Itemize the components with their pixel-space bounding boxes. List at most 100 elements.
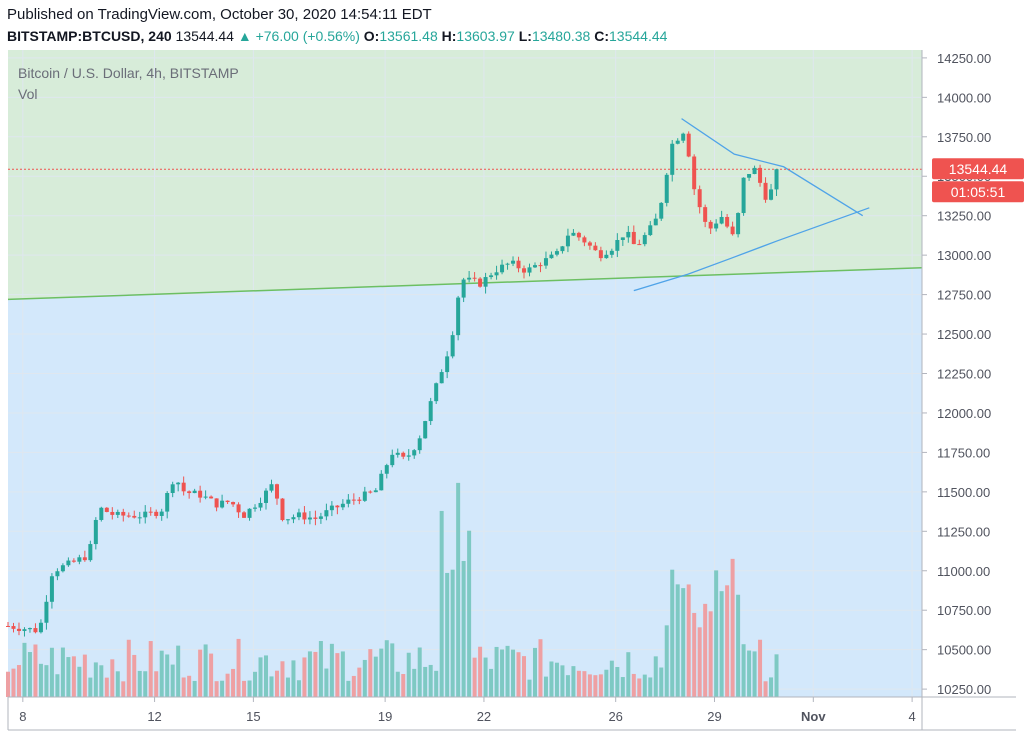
volume-bar bbox=[373, 656, 378, 697]
triangle-lower-line[interactable] bbox=[633, 207, 870, 292]
y-tick-label: 12000.00 bbox=[937, 406, 991, 421]
candle-body bbox=[313, 517, 318, 519]
volume-bar bbox=[313, 651, 318, 697]
volume-bar bbox=[340, 651, 345, 697]
candle-body bbox=[472, 277, 477, 279]
y-tick-label: 12500.00 bbox=[937, 327, 991, 342]
volume-bar bbox=[264, 655, 269, 697]
candle-body bbox=[99, 507, 104, 520]
candle-body bbox=[500, 264, 505, 273]
volume-bar bbox=[527, 679, 532, 697]
x-tick-label: 12 bbox=[147, 709, 161, 724]
candle-body bbox=[209, 496, 214, 499]
candle-body bbox=[653, 218, 658, 226]
candle-body bbox=[264, 490, 269, 503]
volume-bar bbox=[412, 668, 417, 697]
volume-bar bbox=[686, 584, 691, 697]
volume-bar bbox=[615, 666, 620, 697]
volume-bar bbox=[593, 675, 598, 697]
volume-bar bbox=[565, 675, 570, 697]
candle-body bbox=[154, 511, 159, 516]
volume-bar bbox=[522, 656, 527, 697]
candle-layer bbox=[6, 131, 779, 637]
volume-bar bbox=[450, 569, 455, 697]
volume-bar bbox=[769, 677, 774, 697]
candle-body bbox=[478, 278, 483, 287]
candle-body bbox=[351, 499, 356, 501]
candle-body bbox=[285, 519, 290, 521]
y-tick-label: 11000.00 bbox=[937, 564, 990, 579]
candle-body bbox=[769, 189, 774, 200]
volume-bar bbox=[231, 668, 236, 697]
volume-bar bbox=[209, 653, 214, 697]
volume-bar bbox=[242, 680, 247, 697]
candle-body bbox=[747, 174, 752, 178]
volume-bar bbox=[181, 677, 186, 697]
volume-bar bbox=[406, 652, 411, 697]
volume-bar bbox=[604, 669, 609, 697]
triangle-upper-line[interactable] bbox=[681, 118, 864, 217]
candle-body bbox=[697, 189, 702, 208]
candle-body bbox=[752, 167, 757, 175]
candle-body bbox=[44, 601, 49, 623]
volume-bar bbox=[538, 639, 543, 697]
candle-body bbox=[192, 490, 197, 494]
volume-bar bbox=[269, 676, 274, 697]
candle-body bbox=[428, 401, 433, 422]
volume-bar bbox=[121, 681, 126, 697]
candle-body bbox=[527, 267, 532, 273]
candle-body bbox=[291, 517, 296, 520]
volume-bar bbox=[335, 653, 340, 697]
axis-layer: 14250.0014000.0013750.0013500.0013250.00… bbox=[7, 50, 1024, 731]
volume-bar bbox=[736, 594, 741, 697]
change-arrow-icon: ▲ bbox=[237, 28, 252, 44]
zone-layer bbox=[8, 50, 922, 697]
candle-body bbox=[373, 490, 378, 493]
volume-bar bbox=[346, 680, 351, 697]
volume-bar bbox=[428, 664, 433, 697]
candle-body bbox=[681, 133, 686, 141]
candle-body bbox=[648, 225, 653, 236]
volume-bar bbox=[93, 662, 98, 697]
volume-bar bbox=[664, 625, 669, 697]
volume-bar bbox=[357, 667, 362, 697]
candle-body bbox=[6, 625, 10, 627]
volume-bar bbox=[137, 670, 142, 697]
volume-bar bbox=[692, 612, 697, 697]
volume-bar bbox=[439, 510, 444, 697]
volume-bar bbox=[774, 654, 779, 697]
y-tick-label: 13250.00 bbox=[937, 209, 991, 224]
candle-body bbox=[494, 272, 499, 276]
volume-bar bbox=[763, 681, 768, 697]
volume-bar bbox=[582, 671, 587, 697]
candle-body bbox=[379, 473, 384, 491]
volume-bar bbox=[653, 656, 658, 697]
volume-bar bbox=[6, 671, 10, 697]
high-value: 13603.97 bbox=[456, 28, 515, 44]
candle-body bbox=[198, 490, 203, 498]
volume-bar bbox=[159, 650, 164, 697]
candle-body bbox=[302, 512, 307, 520]
volume-bar bbox=[516, 652, 521, 697]
y-tick-label: 10500.00 bbox=[937, 643, 991, 658]
candle-body bbox=[357, 499, 362, 501]
candle-body bbox=[461, 279, 466, 298]
candle-body bbox=[670, 143, 675, 175]
candle-body bbox=[274, 484, 279, 499]
candle-body bbox=[121, 511, 126, 516]
candle-body bbox=[220, 500, 225, 508]
volume-bar bbox=[379, 648, 384, 697]
volume-bar bbox=[478, 646, 483, 697]
volume-bar bbox=[576, 670, 581, 697]
candle-body bbox=[505, 263, 510, 265]
low-label: L: bbox=[518, 28, 532, 44]
volume-bar bbox=[505, 645, 510, 697]
candle-body bbox=[576, 232, 581, 238]
symbol-label[interactable]: BITSTAMP:BTCUSD, 240 bbox=[7, 28, 172, 44]
candle-body bbox=[60, 565, 65, 572]
volume-bar bbox=[758, 639, 763, 697]
candle-body bbox=[49, 576, 54, 602]
volume-bar bbox=[236, 638, 241, 697]
x-tick-label: 29 bbox=[707, 709, 721, 724]
